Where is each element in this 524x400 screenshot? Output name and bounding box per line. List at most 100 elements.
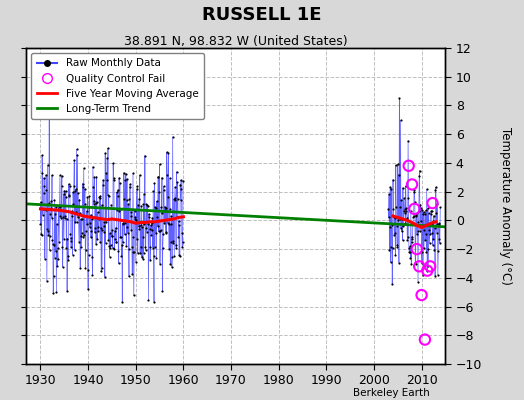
Point — [63, 235, 72, 242]
Point — [139, 201, 147, 208]
Point — [140, 190, 148, 197]
Point — [139, 250, 148, 256]
Point — [68, 208, 76, 214]
Point — [156, 161, 164, 167]
Point — [422, 186, 431, 192]
Point — [414, 278, 422, 285]
Point — [121, 176, 129, 183]
Point — [410, 206, 419, 212]
Point — [90, 174, 99, 180]
Point — [93, 236, 102, 242]
Point — [418, 207, 427, 214]
Point — [418, 260, 426, 266]
Point — [141, 152, 149, 159]
Point — [403, 234, 412, 240]
Point — [93, 209, 102, 216]
Point — [169, 238, 177, 244]
Point — [44, 232, 52, 238]
Point — [432, 230, 441, 236]
Point — [86, 220, 94, 226]
Point — [422, 249, 431, 256]
Point — [431, 273, 439, 279]
Point — [53, 263, 61, 270]
Point — [48, 172, 56, 178]
Point — [430, 246, 439, 253]
Point — [432, 209, 441, 216]
Point — [387, 244, 395, 250]
Point — [69, 251, 77, 258]
Point — [84, 286, 92, 292]
Point — [147, 222, 155, 228]
Point — [435, 240, 444, 246]
Point — [65, 192, 73, 198]
Point — [51, 248, 60, 254]
Point — [63, 288, 71, 294]
Point — [147, 232, 156, 238]
Point — [104, 237, 113, 243]
Point — [52, 221, 61, 227]
Point — [163, 172, 171, 178]
Point — [424, 210, 433, 217]
Point — [59, 264, 67, 270]
Point — [69, 201, 78, 208]
Point — [159, 183, 168, 190]
Point — [105, 254, 114, 260]
Point — [159, 231, 167, 238]
Point — [116, 206, 125, 212]
Point — [98, 265, 106, 271]
Point — [407, 261, 416, 267]
Point — [173, 213, 181, 220]
Point — [168, 254, 177, 260]
Point — [138, 224, 146, 230]
Point — [165, 206, 173, 212]
Point — [129, 170, 137, 177]
Point — [37, 199, 45, 206]
Point — [108, 233, 116, 240]
Point — [412, 212, 421, 218]
Point — [131, 216, 139, 222]
Point — [132, 217, 140, 223]
Point — [410, 187, 419, 194]
Point — [60, 215, 69, 221]
Point — [166, 261, 174, 267]
Point — [113, 189, 121, 195]
Point — [131, 214, 139, 220]
Point — [158, 288, 167, 294]
Point — [404, 138, 412, 144]
Point — [428, 200, 436, 206]
Point — [162, 149, 171, 155]
Point — [405, 248, 413, 255]
Point — [43, 226, 51, 232]
Point — [145, 211, 153, 217]
Point — [396, 204, 404, 211]
Point — [172, 245, 180, 252]
Point — [385, 247, 394, 253]
Point — [49, 289, 58, 296]
Point — [388, 281, 396, 287]
Point — [40, 175, 48, 181]
Point — [143, 201, 151, 207]
Point — [116, 180, 124, 186]
Point — [175, 222, 183, 228]
Point — [49, 241, 57, 247]
Point — [84, 252, 93, 258]
Point — [98, 227, 106, 233]
Point — [45, 112, 53, 118]
Point — [41, 207, 50, 214]
Point — [124, 246, 133, 252]
Point — [47, 205, 55, 211]
Point — [391, 215, 399, 222]
Point — [146, 225, 154, 232]
Point — [401, 210, 409, 216]
Point — [419, 208, 428, 215]
Point — [60, 187, 69, 194]
Point — [85, 224, 94, 230]
Point — [154, 174, 162, 180]
Point — [86, 212, 95, 218]
Point — [119, 220, 128, 226]
Point — [107, 233, 116, 239]
Point — [416, 227, 424, 234]
Point — [101, 274, 109, 280]
Point — [136, 172, 144, 178]
Point — [408, 239, 416, 245]
